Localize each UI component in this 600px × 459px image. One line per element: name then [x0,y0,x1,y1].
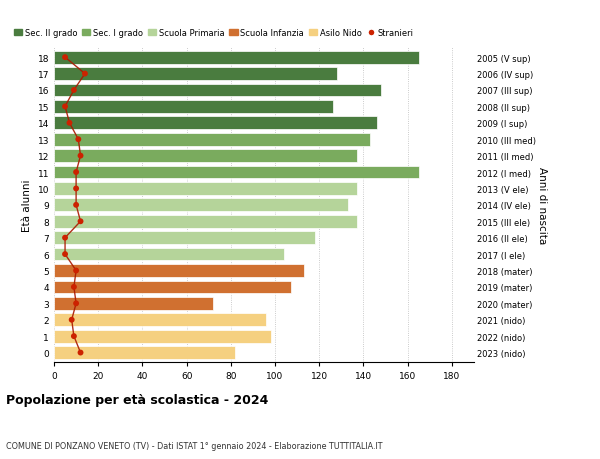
Point [69,87,79,95]
Point [76,152,85,160]
Text: Popolazione per età scolastica - 2024: Popolazione per età scolastica - 2024 [6,393,268,406]
Bar [54,264,304,277]
Point [67,316,76,324]
Point [60,251,70,258]
Bar [54,199,348,212]
Point [74,136,83,144]
Point [60,103,70,111]
Point [60,54,70,62]
Bar [54,51,419,64]
Legend: Sec. II grado, Sec. I grado, Scuola Primaria, Scuola Infanzia, Asilo Nido, Stran: Sec. II grado, Sec. I grado, Scuola Prim… [14,29,413,38]
Point [60,235,70,242]
Point [71,185,81,193]
Point [69,333,79,340]
Point [71,202,81,209]
Point [71,300,81,308]
Bar [54,166,419,179]
Point [76,218,85,225]
Bar [54,281,290,294]
Bar [54,215,357,228]
Bar [54,313,266,326]
Bar [54,150,357,162]
Bar [54,297,213,310]
Point [65,120,74,127]
Bar [54,117,377,130]
Point [80,71,90,78]
Bar [54,347,235,359]
Y-axis label: Anni di nascita: Anni di nascita [537,167,547,244]
Bar [54,232,315,245]
Point [71,267,81,274]
Bar [54,183,357,196]
Point [71,169,81,176]
Bar [54,84,381,97]
Bar [54,101,332,113]
Bar [54,248,284,261]
Bar [54,134,370,146]
Bar [54,68,337,81]
Y-axis label: Età alunni: Età alunni [22,179,32,232]
Bar [54,330,271,343]
Text: COMUNE DI PONZANO VENETO (TV) - Dati ISTAT 1° gennaio 2024 - Elaborazione TUTTIT: COMUNE DI PONZANO VENETO (TV) - Dati IST… [6,441,383,450]
Point [76,349,85,357]
Point [69,284,79,291]
